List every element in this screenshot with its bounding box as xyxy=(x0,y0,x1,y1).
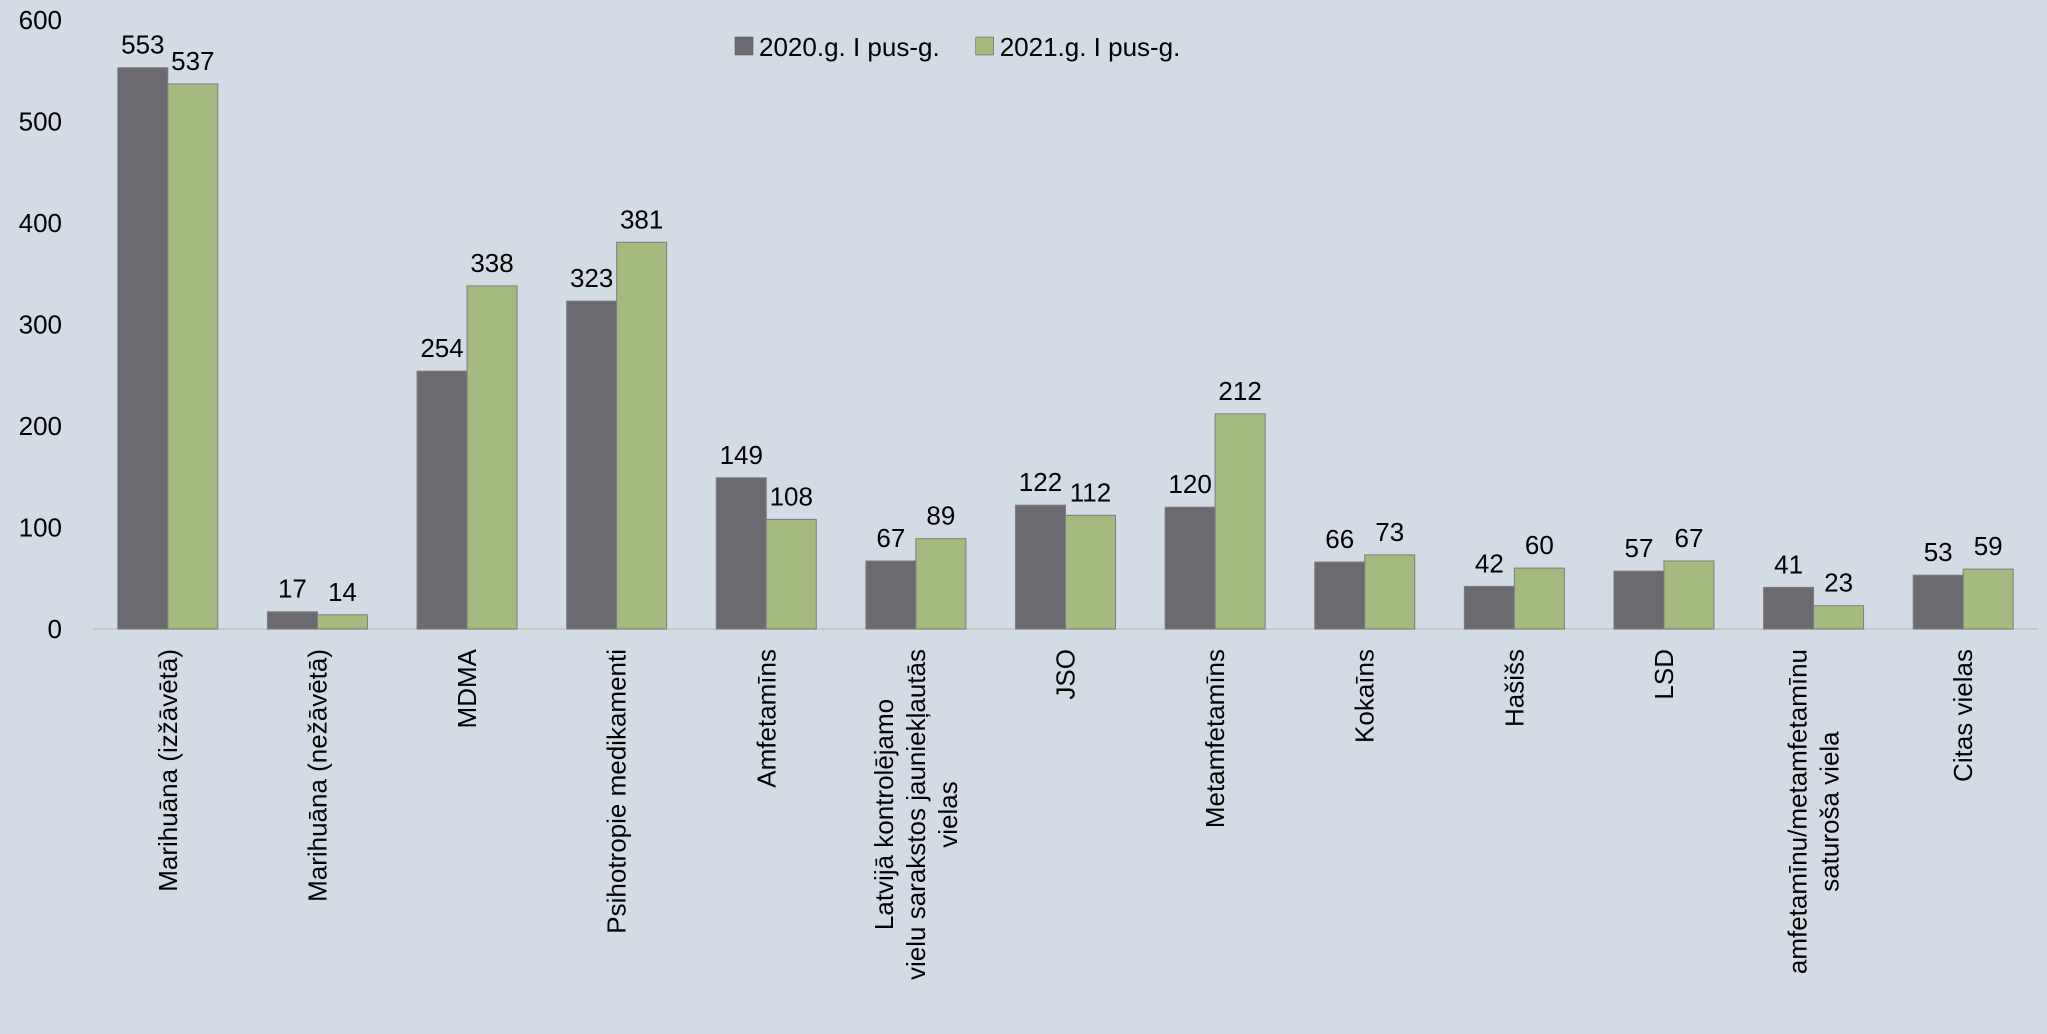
x-tick-label: Marihuāna (nežāvētā) xyxy=(302,649,332,902)
bar xyxy=(1912,574,1964,630)
bar xyxy=(616,241,668,630)
x-tick-label: JSO xyxy=(1051,649,1081,700)
data-label: 14 xyxy=(328,577,357,607)
bar xyxy=(416,370,468,630)
data-label: 149 xyxy=(720,440,763,470)
data-label: 42 xyxy=(1475,548,1504,578)
bar xyxy=(1015,504,1066,630)
bar xyxy=(715,477,767,630)
x-tick-label: LSD xyxy=(1649,649,1679,700)
x-tick-label: Kokaīns xyxy=(1350,649,1380,743)
data-label: 122 xyxy=(1019,467,1062,497)
y-tick-label: 100 xyxy=(19,513,62,543)
data-label: 381 xyxy=(620,204,663,234)
x-tick-label: amfetamīnu/metamfetamīnusaturoša viela xyxy=(1783,649,1845,974)
data-label: 254 xyxy=(420,333,463,363)
bar xyxy=(566,300,618,630)
data-label: 112 xyxy=(1070,477,1111,507)
x-tick-label: Amfetamīns xyxy=(751,649,781,788)
bar xyxy=(1364,554,1416,630)
data-label: 553 xyxy=(121,30,164,60)
x-tick-label: Marihuāna (izžāvētā) xyxy=(153,649,183,892)
data-label: 59 xyxy=(1974,531,2003,561)
bar xyxy=(1962,568,2014,630)
data-label: 212 xyxy=(1218,376,1261,406)
bar xyxy=(915,538,967,630)
bar xyxy=(1613,570,1665,630)
x-tick-label: Metamfetamīns xyxy=(1200,649,1230,828)
x-tick-label: Hašišs xyxy=(1499,649,1529,727)
bar xyxy=(1314,561,1366,630)
bar xyxy=(765,518,817,630)
legend-label: 2021.g. I pus-g. xyxy=(1000,32,1181,62)
bar xyxy=(1164,506,1216,630)
y-tick-label: 300 xyxy=(19,310,62,340)
data-label: 89 xyxy=(926,501,955,531)
data-label: 67 xyxy=(876,523,905,553)
data-label: 23 xyxy=(1824,568,1853,598)
bar xyxy=(1513,567,1565,630)
data-label: 323 xyxy=(570,263,613,293)
x-tick-label: MDMA xyxy=(452,648,482,728)
bar xyxy=(1763,586,1815,630)
bar xyxy=(865,560,917,630)
data-label: 66 xyxy=(1325,524,1354,554)
data-label: 41 xyxy=(1774,549,1803,579)
y-tick-label: 400 xyxy=(19,208,62,238)
bar xyxy=(1813,605,1865,630)
data-label: 120 xyxy=(1168,469,1211,499)
legend-swatch xyxy=(734,36,754,56)
data-label: 67 xyxy=(1675,523,1704,553)
bar xyxy=(466,285,518,630)
bar xyxy=(266,611,318,630)
x-tick-label: Citas vielas xyxy=(1948,649,1978,782)
bar xyxy=(1663,560,1715,630)
x-tick-label: Latvijā kontrolējamovielu sarakstos jaun… xyxy=(869,649,963,980)
legend-swatch xyxy=(975,36,994,56)
data-label: 53 xyxy=(1924,537,1953,567)
x-tick-label: Psihotropie medikamenti xyxy=(602,649,632,934)
y-tick-label: 0 xyxy=(48,614,62,644)
bar xyxy=(1214,413,1266,630)
data-label: 108 xyxy=(770,481,813,511)
data-label: 17 xyxy=(278,574,307,604)
y-tick-label: 200 xyxy=(19,411,62,441)
bar xyxy=(316,614,368,630)
data-label: 537 xyxy=(171,46,214,76)
y-tick-label: 600 xyxy=(19,5,62,35)
bar xyxy=(117,67,169,630)
legend-label: 2020.g. I pus-g. xyxy=(759,32,940,62)
bar xyxy=(167,83,219,630)
y-tick-label: 500 xyxy=(19,107,62,137)
bar xyxy=(1065,514,1116,630)
data-label: 338 xyxy=(470,248,513,278)
data-label: 57 xyxy=(1625,533,1654,563)
bar xyxy=(1463,585,1515,630)
data-label: 73 xyxy=(1375,517,1404,547)
data-label: 60 xyxy=(1525,530,1554,560)
